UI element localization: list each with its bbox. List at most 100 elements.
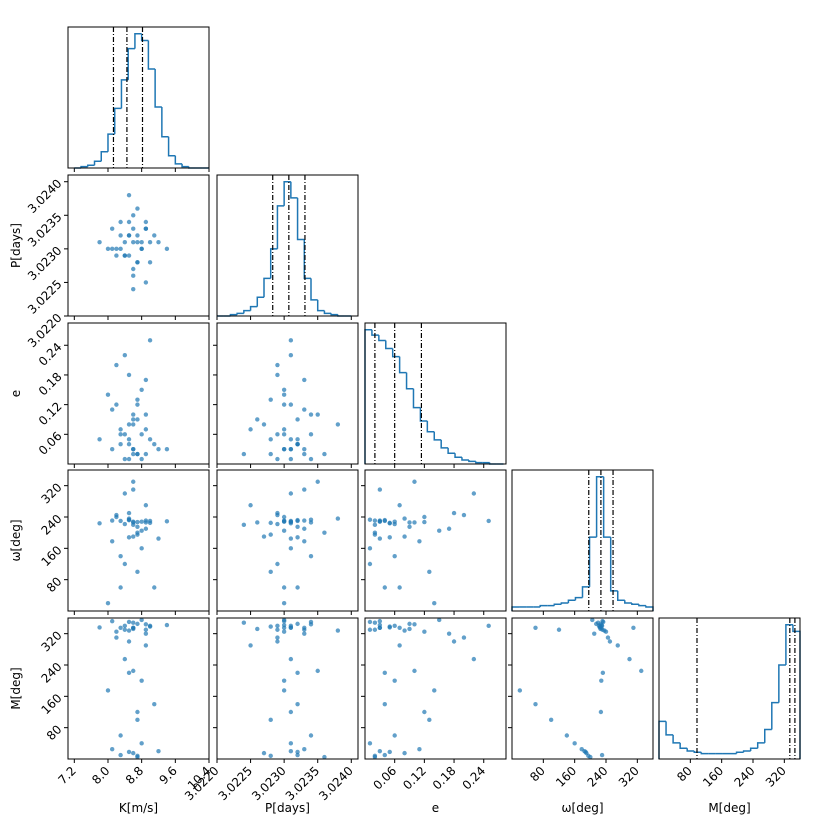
- sample-point: [382, 585, 387, 590]
- sample-point: [268, 437, 273, 442]
- sample-point: [261, 534, 267, 539]
- sample-point: [143, 520, 149, 525]
- histogram-step: [147, 40, 156, 70]
- sample-point: [446, 631, 452, 636]
- sample-point: [275, 456, 280, 462]
- sample-point: [248, 427, 253, 432]
- histogram-step: [181, 163, 189, 168]
- sample-point: [288, 437, 294, 442]
- sample-point: [281, 427, 287, 432]
- sample-point: [615, 643, 620, 648]
- sample-point: [275, 372, 280, 378]
- sample-point: [302, 631, 307, 636]
- sample-point: [97, 625, 102, 630]
- sample-point: [164, 246, 170, 252]
- sample-point: [139, 528, 144, 533]
- x-tick-label: 8.0: [89, 764, 112, 787]
- sample-point: [152, 701, 157, 707]
- sample-point: [372, 627, 378, 632]
- sample-point: [126, 442, 132, 447]
- sample-point: [295, 517, 300, 523]
- sample-point: [139, 741, 144, 746]
- sample-point: [139, 546, 144, 551]
- histogram-step: [665, 721, 674, 736]
- sample-point: [126, 233, 132, 238]
- histogram-step: [290, 181, 298, 199]
- histogram-step: [686, 748, 695, 752]
- sample-point: [118, 219, 123, 225]
- sample-point: [268, 532, 273, 537]
- histogram-step: [447, 447, 456, 455]
- histogram-step: [371, 329, 379, 336]
- sample-point: [109, 747, 115, 752]
- sample-point: [122, 627, 128, 632]
- sample-point: [302, 377, 307, 383]
- sample-point: [152, 585, 157, 590]
- sample-point: [97, 521, 102, 526]
- sample-point: [118, 585, 123, 590]
- sample-point: [302, 539, 307, 544]
- histogram-step: [468, 459, 476, 463]
- y-tick-label: 240: [38, 512, 64, 538]
- sample-point: [372, 753, 378, 759]
- sample-point: [367, 619, 373, 625]
- histogram-step: [461, 457, 469, 461]
- sample-point: [427, 569, 432, 575]
- panel-frame: [67, 322, 210, 465]
- sample-point: [131, 479, 136, 484]
- sample-point: [281, 432, 287, 437]
- sample-point: [248, 503, 253, 508]
- sample-point: [268, 397, 273, 402]
- sample-point: [109, 446, 115, 452]
- sample-point: [131, 412, 136, 417]
- sample-point: [131, 625, 136, 630]
- sample-point: [268, 624, 273, 629]
- histogram-step: [638, 604, 646, 607]
- sample-point: [114, 635, 119, 640]
- sample-point: [164, 622, 170, 628]
- histogram-step: [454, 453, 462, 459]
- sample-point: [308, 520, 314, 525]
- sample-point: [407, 621, 412, 627]
- sample-point: [322, 754, 327, 760]
- sample-point: [432, 688, 437, 693]
- histogram-step: [581, 586, 590, 598]
- x-tick-label: 9.6: [157, 764, 180, 787]
- sample-point: [382, 517, 387, 523]
- histogram-step: [764, 728, 772, 743]
- sample-point: [281, 585, 287, 590]
- histogram-step: [107, 133, 115, 152]
- sample-point: [135, 206, 140, 211]
- histogram-step: [256, 296, 264, 307]
- sample-point: [143, 451, 149, 457]
- sample-point: [114, 402, 119, 407]
- sample-point: [639, 668, 644, 674]
- sample-point: [586, 753, 591, 759]
- sample-point: [275, 627, 280, 632]
- sample-point: [139, 519, 144, 524]
- sample-point: [437, 617, 442, 623]
- histogram-step: [154, 68, 162, 108]
- sample-point: [295, 701, 300, 707]
- sample-point: [114, 629, 119, 634]
- sample-point: [139, 678, 144, 683]
- sample-point: [631, 625, 636, 630]
- x-tick-label: 3.0230: [249, 764, 289, 804]
- sample-point: [288, 623, 294, 629]
- sample-point: [288, 491, 294, 496]
- sample-point: [114, 362, 119, 368]
- sample-point: [367, 741, 373, 746]
- histogram-step: [167, 136, 176, 157]
- sample-point: [295, 437, 300, 442]
- y-tick-label: 3.0225: [25, 277, 65, 317]
- histogram-step: [553, 603, 562, 606]
- sample-point: [147, 518, 153, 524]
- sample-point: [255, 520, 260, 525]
- sample-point: [261, 750, 267, 756]
- sample-point: [607, 639, 613, 644]
- histogram-step: [742, 750, 751, 753]
- y-axis-label: P[days]: [9, 223, 23, 268]
- sample-point: [126, 619, 132, 625]
- sample-point: [288, 748, 294, 754]
- sample-point: [402, 628, 407, 633]
